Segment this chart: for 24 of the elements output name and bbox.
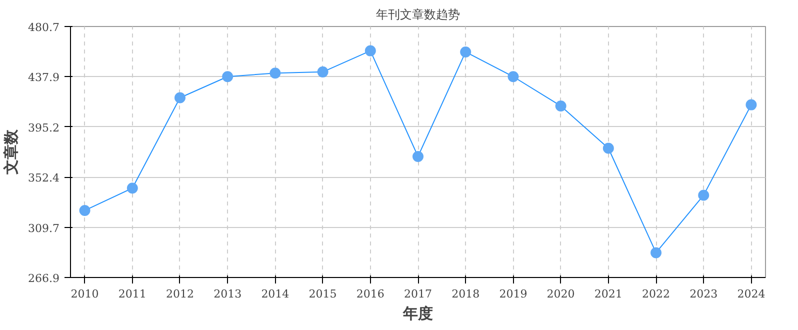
x-tick-label: 2017 xyxy=(404,288,432,300)
y-tick-label: 352.4 xyxy=(28,172,60,185)
x-axis-title: 年度 xyxy=(402,304,433,322)
x-tick-label: 2013 xyxy=(214,288,242,300)
x-tick-label: 2024 xyxy=(737,288,766,300)
x-tick-label: 2023 xyxy=(690,288,718,300)
y-tick-label: 309.7 xyxy=(28,222,60,235)
x-tick-label: 2015 xyxy=(308,288,337,300)
x-tick-label: 2010 xyxy=(70,288,99,300)
y-tick-label: 395.2 xyxy=(28,121,60,134)
x-tick-label: 2012 xyxy=(166,288,194,300)
x-tick-label: 2021 xyxy=(594,288,622,300)
x-tick-label: 2016 xyxy=(356,288,384,300)
x-tick-label: 2018 xyxy=(452,288,480,300)
y-tick-label: 266.9 xyxy=(28,272,60,285)
x-tick-label: 2022 xyxy=(642,288,670,300)
y-tick-label: 480.7 xyxy=(28,21,60,34)
x-tick-label: 2014 xyxy=(261,288,290,300)
chart-title: 年刊文章数趋势 xyxy=(376,8,460,22)
y-tick-label: 437.9 xyxy=(28,71,60,84)
x-tick-label: 2011 xyxy=(118,288,146,300)
x-tick-label: 2020 xyxy=(546,288,575,300)
x-tick-label: 2019 xyxy=(499,288,528,300)
y-axis-title: 文章数 xyxy=(2,128,20,176)
